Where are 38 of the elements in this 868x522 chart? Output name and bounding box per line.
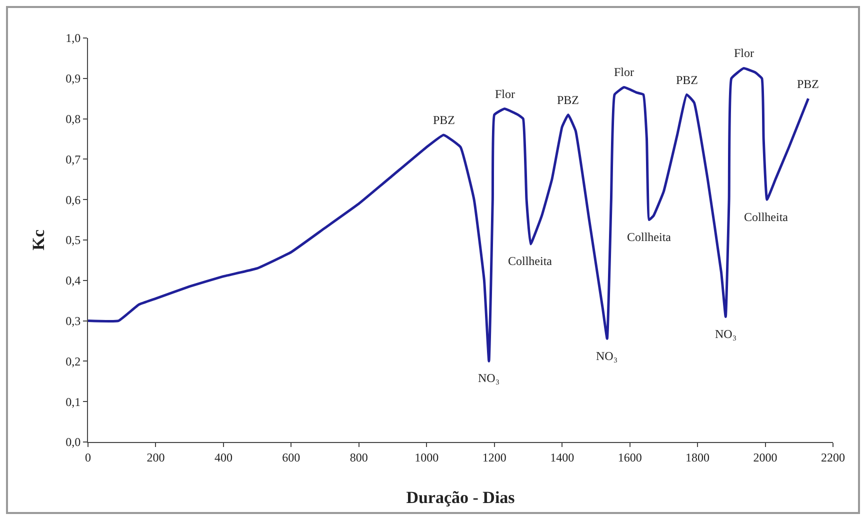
annotation: PBZ (676, 73, 698, 87)
y-tick-label: 0,4 (66, 274, 81, 288)
x-tick-label: 1000 (414, 450, 439, 464)
x-tick-label: 400 (214, 450, 232, 464)
annotation: Collheita (627, 230, 672, 244)
y-tick-label: 1,0 (66, 31, 81, 46)
annotation: PBZ (557, 93, 580, 107)
annotation: NO₃ (596, 349, 618, 363)
y-tick-label: 0,9 (66, 72, 81, 86)
annotation: NO₃ (478, 371, 500, 385)
y-tick-label: 0,0 (66, 435, 81, 450)
annotation: PBZ (797, 77, 820, 91)
y-tick-label: 0,1 (66, 394, 81, 409)
annotation: Flor (614, 65, 634, 79)
annotation: Collheita (508, 254, 553, 268)
x-tick-label: 2200 (821, 450, 845, 464)
annotation: Flor (495, 87, 516, 101)
annotation: Collheita (744, 210, 789, 224)
x-tick-label: 600 (282, 450, 300, 464)
x-tick-label: 200 (146, 450, 165, 464)
x-tick-label: 2000 (753, 450, 778, 464)
y-tick-label: 0,2 (66, 354, 81, 368)
x-tick-label: 800 (350, 450, 368, 464)
annotation: PBZ (433, 113, 456, 127)
annotation: Flor (734, 46, 754, 60)
y-tick-label: 0,7 (66, 152, 81, 166)
x-tick-label: 1200 (482, 450, 506, 464)
x-tick-label: 1400 (550, 450, 574, 464)
x-tick-label: 1800 (686, 450, 710, 464)
x-axis-title: Duração - Dias (406, 488, 516, 507)
y-tick-label: 0,6 (66, 192, 81, 207)
y-tick-label: 0,5 (66, 233, 81, 248)
y-tick-label: 0,8 (66, 112, 81, 126)
x-tick-label: 1600 (618, 450, 642, 464)
x-tick-label: 0 (85, 450, 91, 464)
y-axis-title: Kc (29, 229, 48, 250)
annotation: NO₃ (715, 327, 737, 341)
y-tick-label: 0,3 (66, 314, 81, 328)
